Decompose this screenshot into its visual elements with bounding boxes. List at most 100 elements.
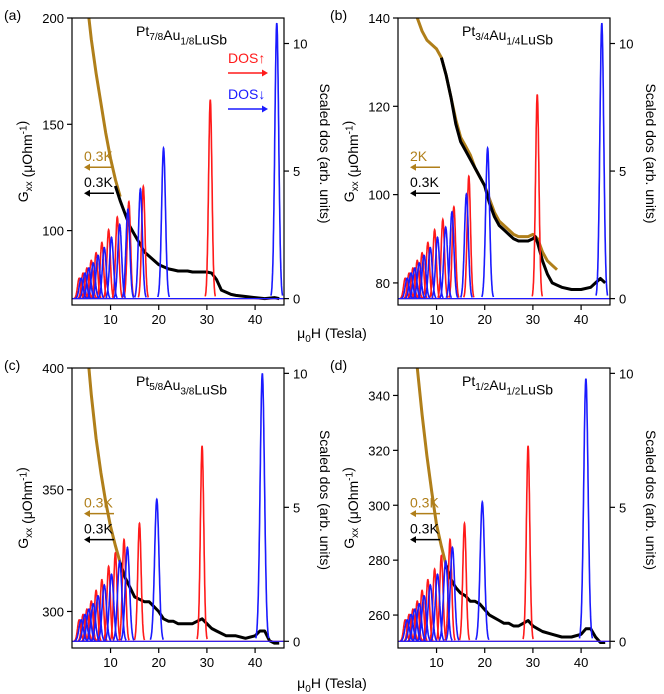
conductance-curve-black xyxy=(439,57,607,291)
dos-peak xyxy=(417,254,431,299)
x-tick-label: 10 xyxy=(103,655,117,670)
dos-peak xyxy=(133,187,147,298)
arrow-label: 0.3K xyxy=(84,495,113,511)
dos-peak xyxy=(595,22,609,296)
x-tick-label: 10 xyxy=(103,312,117,327)
dos-peak xyxy=(407,267,419,299)
dos-legend-label: DOS↑ xyxy=(228,50,265,66)
arrow-label: 0.3K xyxy=(410,521,439,537)
dos-peak xyxy=(448,205,460,299)
dos-peak xyxy=(416,594,432,642)
dos-peak xyxy=(438,559,453,641)
dos-peak xyxy=(255,373,270,639)
dos-peak xyxy=(81,267,93,299)
y-left-tick-label: 200 xyxy=(42,11,64,26)
dos-peak xyxy=(97,583,112,642)
dos-peak xyxy=(407,608,419,642)
dos-peak xyxy=(481,145,495,298)
dos-peak xyxy=(475,499,490,641)
panel-label: (c) xyxy=(4,357,20,373)
x-tick-label: 40 xyxy=(574,312,588,327)
dos-peak xyxy=(120,546,135,641)
dos-peak xyxy=(90,594,106,642)
axes-frame xyxy=(397,17,611,306)
panel-label: (d) xyxy=(330,357,347,373)
dos-peak xyxy=(109,551,122,641)
arrow-head xyxy=(84,163,90,171)
dos-peak xyxy=(157,145,171,298)
dos-peak xyxy=(78,613,93,642)
y-right-label: Scaled dos (arb. units) xyxy=(643,430,659,570)
dos-peak xyxy=(86,602,101,642)
dos-peak xyxy=(149,497,165,641)
arrow-label: 0.3K xyxy=(410,174,439,190)
x-tick-label: 10 xyxy=(429,312,443,327)
x-tick-label: 40 xyxy=(574,655,588,670)
arrow-head xyxy=(410,189,416,197)
conductance-curve-black xyxy=(444,565,606,644)
arrow-label: 2K xyxy=(410,148,428,164)
dos-peak xyxy=(435,554,448,641)
y-right-label: Scaled dos (arb. units) xyxy=(317,83,333,223)
dos-peak xyxy=(81,608,93,642)
y-left-tick-label: 280 xyxy=(368,553,390,568)
y-right-tick-label: 0 xyxy=(619,634,626,649)
dos-peak xyxy=(412,602,427,642)
dos-peak xyxy=(578,378,594,639)
panel-title: Pt7/8Au1/8LuSb xyxy=(136,23,227,47)
panel-title: Pt1/2Au1/2LuSb xyxy=(462,373,553,397)
dos-peak xyxy=(439,225,453,299)
arrow-label: 0.3K xyxy=(84,174,113,190)
y-left-tick-label: 320 xyxy=(368,443,390,458)
y-right-tick-label: 10 xyxy=(293,366,307,381)
conductance-curve-gold xyxy=(87,368,125,573)
y-left-tick-label: 350 xyxy=(42,483,64,498)
y-left-tick-label: 140 xyxy=(368,11,390,26)
dos-peak xyxy=(91,254,105,299)
dos-legend-label: DOS↓ xyxy=(228,86,265,102)
dos-peak xyxy=(459,192,473,298)
y-right-tick-label: 5 xyxy=(619,164,626,179)
dos-peak xyxy=(270,22,284,296)
panel-title: Pt3/4Au1/4LuSb xyxy=(462,23,553,47)
dos-peak xyxy=(522,445,534,640)
y-left-label: Gxx (μOhm-1) xyxy=(340,121,362,203)
dos-peak xyxy=(413,261,426,299)
dos-peak xyxy=(77,613,89,642)
plot-area xyxy=(398,368,610,644)
dos-peak xyxy=(204,99,217,297)
y-right-tick-label: 5 xyxy=(293,164,300,179)
dos-peak xyxy=(196,445,208,640)
axes-frame xyxy=(71,17,285,306)
y-left-label: Gxx (μOhm-1) xyxy=(340,467,362,549)
dos-peak xyxy=(85,600,98,642)
y-left-tick-label: 120 xyxy=(368,99,390,114)
dos-peak xyxy=(102,227,115,299)
x-tick-label: 40 xyxy=(248,655,262,670)
y-right-tick-label: 0 xyxy=(293,634,300,649)
dos-peak xyxy=(118,537,130,641)
arrow-label: 0.3K xyxy=(410,495,439,511)
dos-peak xyxy=(403,271,415,300)
axes-frame xyxy=(397,367,611,649)
arrow-head xyxy=(410,163,416,171)
dos-peak xyxy=(445,545,460,641)
dos-peak xyxy=(137,183,150,298)
y-left-tick-label: 150 xyxy=(42,117,64,132)
dos-peak xyxy=(411,600,424,642)
conductance-curve-gold xyxy=(87,18,122,198)
panel-c: 10 20 30 40 300 350 400 0 5 10 (c) Pt5/8Au3/8LuSb Gx… xyxy=(4,357,333,670)
arrow-head xyxy=(84,189,90,197)
plot-area xyxy=(398,18,610,300)
x-tick-label: 10 xyxy=(429,655,443,670)
dos-peak xyxy=(444,537,456,641)
x-tick-label: 20 xyxy=(151,312,165,327)
x-tick-label: 20 xyxy=(477,312,491,327)
x-tick-label: 40 xyxy=(248,312,262,327)
panel-a: 10 20 30 40 100 150 200 0 5 10 (a) Pt7/8Au1/8LuSb Gx… xyxy=(4,7,333,327)
dos-peak xyxy=(445,210,459,298)
x-tick-label: 20 xyxy=(477,655,491,670)
arrow-label: 0.3K xyxy=(84,148,113,164)
dos-peak xyxy=(111,215,124,299)
y-right-label: Scaled dos (arb. units) xyxy=(317,430,333,570)
